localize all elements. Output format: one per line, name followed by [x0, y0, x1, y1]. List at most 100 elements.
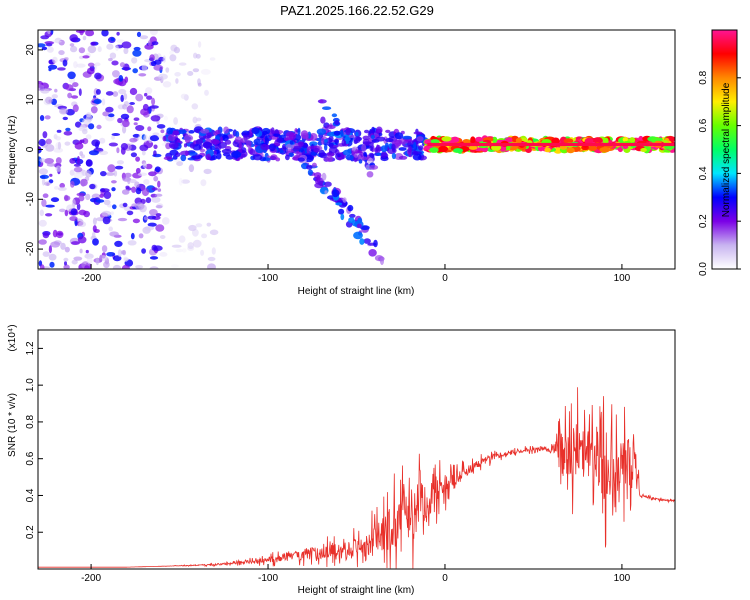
spectrogram-cell: [175, 78, 179, 84]
spectrogram-cell: [181, 179, 190, 184]
spectrogram-y-tick-label: -20: [25, 241, 36, 256]
spectrogram-cell: [241, 132, 251, 136]
spectrogram-cell: [149, 256, 159, 260]
spectrogram-cell: [416, 136, 424, 142]
spectrogram-cell: [118, 88, 127, 95]
spectrogram-cell: [110, 37, 115, 42]
spectrogram-cell: [88, 123, 95, 130]
spectrogram-cell: [551, 137, 560, 145]
spectrogram-cell: [52, 229, 58, 238]
snr-frame: [37, 329, 676, 570]
spectrogram-cell: [85, 193, 91, 201]
spectrogram-cell: [268, 143, 276, 152]
spectrogram-cell: [345, 154, 354, 161]
spectrogram-cell: [279, 149, 284, 154]
spectrogram-cell: [90, 41, 96, 46]
spectrogram-cell: [111, 133, 121, 136]
spectrogram-cell: [105, 106, 114, 113]
spectrogram-cell: [192, 239, 202, 248]
spectrogram-cell: [306, 164, 313, 170]
spectrogram-cell: [45, 204, 55, 208]
spectrogram-cell: [136, 31, 142, 38]
spectrogram-cell: [342, 149, 352, 156]
spectrogram-cell: [340, 129, 344, 137]
spectrogram-cell: [355, 149, 359, 155]
spectrogram-cell: [499, 145, 507, 152]
spectrogram-cell: [154, 193, 163, 197]
spectrogram-cell: [144, 226, 155, 231]
spectrogram-cell: [73, 163, 81, 167]
spectrogram-cell: [192, 68, 200, 73]
spectrogram-cell: [38, 239, 47, 245]
spectrogram-cell: [109, 231, 119, 237]
spectrogram-cell: [71, 241, 80, 245]
spectrogram-cell: [48, 253, 57, 261]
spectrogram-cell: [191, 103, 199, 110]
spectrogram-cell: [70, 45, 78, 53]
spectrogram-cell: [353, 139, 358, 145]
spectrogram-cell: [116, 39, 125, 44]
spectrogram-x-tick-label: -100: [258, 273, 278, 284]
spectrogram-cell: [42, 131, 48, 139]
spectrogram-cell: [60, 242, 66, 250]
spectrogram-cell: [506, 137, 513, 143]
spectrogram-y-tick-label: -10: [25, 192, 36, 207]
spectrogram-cell: [368, 164, 379, 170]
spectrogram-cell: [398, 147, 407, 151]
spectrogram-cell: [118, 75, 124, 82]
spectrogram-cell: [453, 148, 464, 153]
spectrogram-ylabel: Frequency (Hz): [7, 116, 18, 185]
spectrogram-cell: [178, 62, 187, 66]
spectrogram-cell: [204, 89, 209, 96]
spectrogram-cell: [105, 172, 115, 176]
spectrogram-cell: [103, 261, 110, 269]
spectrogram-cell: [348, 134, 356, 138]
spectrogram-cell: [153, 150, 157, 157]
spectrogram-cell: [71, 199, 76, 207]
spectrogram-y-tick-label: 10: [25, 94, 36, 106]
spectrogram-cell: [174, 72, 181, 77]
spectrogram-cell: [402, 135, 412, 140]
colorbar-label: Normalized spectral amplitude: [721, 82, 732, 217]
spectrogram-cell: [199, 148, 206, 153]
spectrogram-cell: [101, 245, 108, 253]
spectrogram-y-tick-label: 0: [25, 146, 36, 152]
spectrogram-cell: [380, 145, 388, 153]
spectrogram-cell: [131, 57, 138, 64]
spectrogram-cell: [394, 139, 403, 145]
spectrogram-cell: [160, 129, 165, 134]
spectrogram-cell: [363, 238, 371, 244]
spectrogram-cell: [151, 196, 161, 203]
spectrogram-feature-2: [160, 126, 431, 163]
spectrogram-cell: [63, 264, 70, 269]
spectrogram-cell: [246, 140, 252, 148]
spectrogram-cell: [301, 132, 309, 140]
spectrogram-cell: [394, 132, 404, 140]
spectrogram-cell: [360, 151, 364, 157]
spectrogram-cell: [200, 128, 210, 134]
spectrogram-cell: [78, 209, 87, 216]
spectrogram-cell: [147, 40, 152, 47]
spectrogram-cell: [369, 145, 374, 152]
spectrogram-cell: [288, 152, 294, 158]
spectrogram-cell: [112, 70, 120, 78]
spectrogram-cell: [515, 137, 523, 144]
spectrogram-cell: [320, 152, 327, 157]
spectrogram-cell: [189, 143, 195, 149]
spectrogram-cell: [69, 216, 78, 222]
spectrogram-cell: [320, 116, 326, 124]
spectrogram-cell: [188, 164, 195, 173]
spectrogram-cell: [107, 113, 115, 118]
spectrogram-cell: [38, 84, 45, 91]
spectrogram-cell: [82, 138, 89, 145]
spectrogram-cell: [44, 158, 54, 164]
spectrogram-cell: [92, 225, 97, 233]
spectrogram-cell: [153, 245, 163, 251]
spectrogram-cell: [65, 84, 74, 91]
spectrogram-cell: [108, 57, 113, 62]
spectrogram-cell: [149, 266, 159, 269]
spectrogram-cell: [224, 139, 232, 145]
spectrogram-cell: [129, 102, 136, 105]
spectrogram-cell: [206, 135, 211, 139]
spectrogram-cell: [306, 147, 310, 154]
